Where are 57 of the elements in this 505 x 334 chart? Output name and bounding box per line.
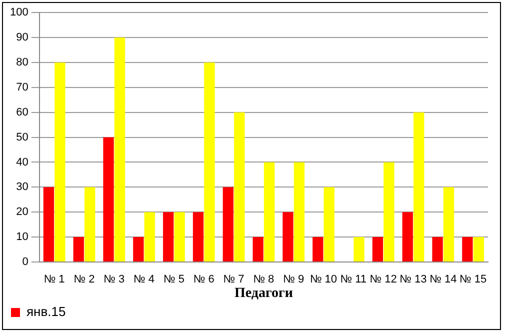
y-tick-label: 60 bbox=[16, 106, 28, 118]
x-axis-title: Педагоги bbox=[234, 286, 293, 302]
x-tick-label: № 6 bbox=[193, 274, 214, 286]
bar bbox=[114, 38, 126, 262]
x-tick-label: № 15 bbox=[460, 274, 487, 286]
bar bbox=[312, 237, 324, 262]
x-tick-label: № 11 bbox=[340, 274, 367, 286]
bar bbox=[192, 212, 204, 262]
bar bbox=[432, 237, 443, 262]
bar bbox=[103, 137, 114, 262]
bar bbox=[372, 237, 384, 262]
bar bbox=[252, 237, 264, 262]
y-tick-label: 50 bbox=[16, 131, 28, 144]
bar bbox=[73, 237, 84, 262]
x-tick-label: № 4 bbox=[134, 274, 155, 286]
bar bbox=[43, 187, 54, 262]
bar bbox=[414, 112, 424, 262]
bar bbox=[462, 237, 473, 262]
bar bbox=[384, 162, 394, 262]
x-tick-label: № 13 bbox=[400, 274, 427, 286]
bar bbox=[264, 162, 275, 262]
y-tick-label: 90 bbox=[16, 32, 28, 44]
y-tick-label: 20 bbox=[16, 206, 28, 218]
y-tick-label: 100 bbox=[10, 6, 28, 19]
x-tick-label: № 14 bbox=[430, 274, 457, 286]
x-tick-label: № 12 bbox=[370, 274, 397, 286]
bar bbox=[222, 187, 234, 262]
x-tick-label: № 7 bbox=[223, 274, 244, 286]
bar bbox=[204, 62, 215, 262]
bar bbox=[473, 237, 484, 262]
x-tick-label: № 10 bbox=[310, 274, 338, 286]
legend-label: янв.15 bbox=[26, 304, 66, 320]
y-tick-label: 80 bbox=[16, 56, 28, 69]
y-tick-label: 30 bbox=[16, 181, 28, 194]
x-tick-label: № 9 bbox=[283, 274, 304, 286]
bar bbox=[133, 237, 144, 262]
y-tick-label: 0 bbox=[22, 256, 28, 268]
bar bbox=[144, 212, 155, 262]
bar bbox=[174, 212, 185, 262]
x-tick-label: № 5 bbox=[163, 274, 184, 286]
bar bbox=[54, 62, 66, 262]
bar bbox=[402, 212, 413, 262]
bar bbox=[294, 162, 305, 262]
bar bbox=[234, 112, 245, 262]
bar bbox=[84, 187, 96, 262]
y-tick-label: 10 bbox=[16, 231, 28, 244]
bar bbox=[324, 187, 334, 262]
bar bbox=[354, 237, 364, 262]
x-tick-label: № 3 bbox=[104, 274, 125, 286]
bar bbox=[282, 212, 294, 262]
x-tick-label: № 1 bbox=[44, 274, 65, 286]
y-tick-label: 70 bbox=[16, 81, 28, 94]
bar bbox=[443, 187, 454, 262]
y-tick-label: 40 bbox=[16, 156, 28, 168]
bar bbox=[163, 212, 174, 262]
x-tick-label: № 8 bbox=[253, 274, 274, 286]
x-tick-label: № 2 bbox=[74, 274, 95, 286]
